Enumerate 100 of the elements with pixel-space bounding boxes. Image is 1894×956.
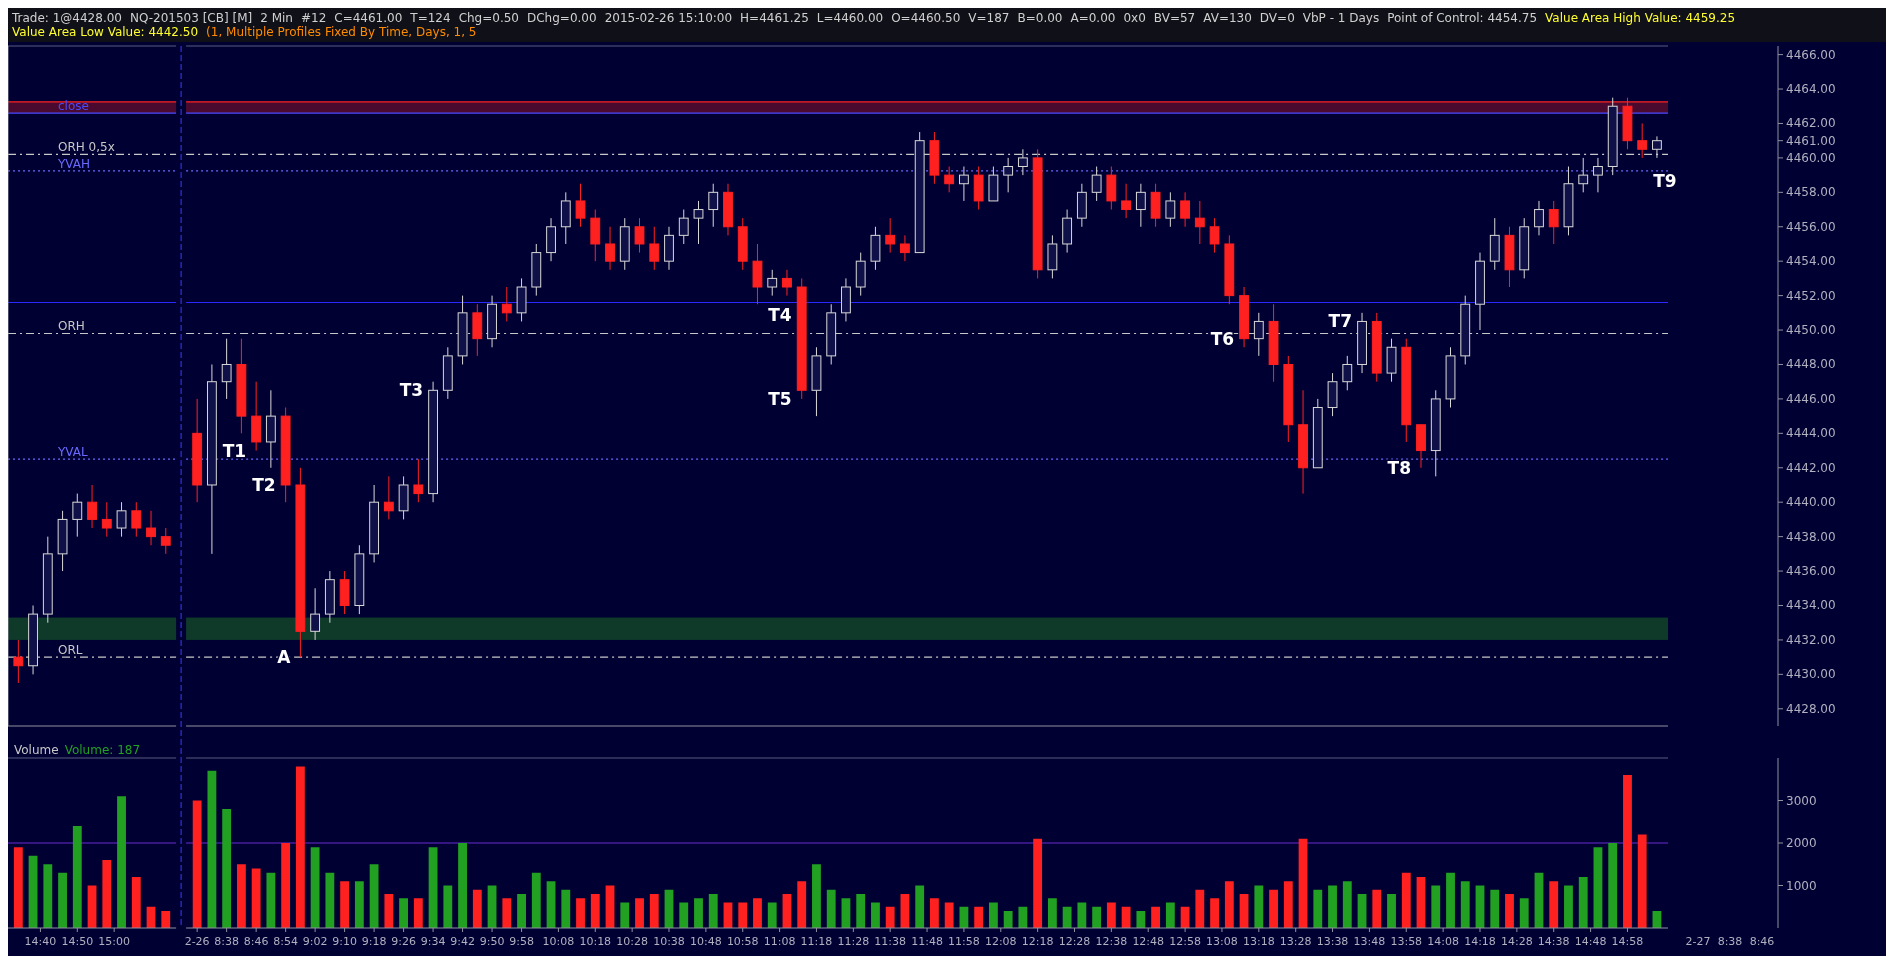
x-tick-label: 12:58	[1169, 935, 1201, 948]
x-tick-label: 9:02	[302, 935, 328, 948]
text: (1, Multiple Profiles Fixed By Time, Days, 1, 5	[206, 25, 477, 39]
x-tick-label: 10:08	[542, 935, 575, 948]
ref-line-label: ORL	[58, 643, 83, 658]
y-tick-label: 4444.00	[1786, 426, 1836, 441]
annotation: T1	[222, 440, 247, 461]
x-tick-label: 8:54	[273, 935, 298, 948]
y-tick-label: 3000	[1786, 793, 1817, 808]
y-tick-label: 2000	[1786, 836, 1817, 850]
y-tick-label: 4442.00	[1786, 460, 1836, 475]
x-tick-label: 11:38	[874, 935, 907, 948]
x-tick-label: 11:28	[837, 935, 870, 948]
x-tick-label: 11:08	[763, 935, 796, 948]
annotation: T7	[1328, 311, 1353, 332]
y-tick-label: 4452.00	[1786, 288, 1836, 303]
x-tick-label: 10:28	[616, 935, 648, 948]
ref-line-label: YVAH	[57, 156, 91, 171]
x-tick-label: 13:58	[1390, 935, 1423, 948]
x-tick-label: 12:08	[984, 935, 1017, 948]
annotation: T8	[1387, 457, 1412, 478]
x-tick-label: 10:48	[690, 935, 722, 948]
x-tick-label: 9:10	[332, 935, 357, 948]
x-tick-label: 13:18	[1242, 935, 1275, 948]
x-tick-label: 9:42	[450, 935, 475, 948]
chart-title: Volume	[14, 743, 59, 757]
x-tick-label: 9:58	[509, 935, 534, 948]
x-tick-label: 2-26	[184, 935, 210, 948]
text: T=124	[410, 11, 451, 25]
y-tick-label: 4461.00	[1786, 133, 1836, 148]
text: Trade: 1@4428.00	[12, 11, 122, 25]
y-tick-label: 4454.00	[1786, 254, 1836, 269]
text: AV=130	[1203, 11, 1252, 25]
ref-line-label: ORH	[58, 319, 85, 334]
annotation: T2	[252, 474, 276, 495]
x-tick-label: 14:58	[1611, 935, 1644, 948]
annotation: T5	[768, 388, 792, 409]
text: Point of Control: 4454.75	[1387, 11, 1538, 25]
text: 2-27	[1685, 935, 1711, 948]
x-tick-label: 11:18	[800, 935, 833, 948]
ref-line-label: YVAL	[57, 445, 88, 460]
x-tick-label: 14:38	[1537, 935, 1570, 948]
text: L=4460.00	[816, 11, 884, 25]
y-tick-label: 4462.00	[1786, 116, 1836, 131]
x-tick-label: 8:46	[243, 935, 269, 948]
x-tick-label: 14:40	[24, 935, 57, 948]
text: O=4460.50	[891, 11, 961, 25]
annotation: T4	[768, 305, 792, 326]
x-tick-label: 10:18	[579, 935, 612, 948]
y-tick-label: 4430.00	[1786, 667, 1836, 682]
x-tick-label: 14:48	[1574, 935, 1607, 948]
y-tick-label: 4432.00	[1786, 632, 1836, 647]
x-tick-label: 13:08	[1206, 935, 1238, 948]
x-tick-label: 12:38	[1095, 935, 1128, 948]
x-tick-label: 15:00	[98, 935, 131, 948]
y-tick-label: 4448.00	[1786, 357, 1836, 372]
text: 2 Min	[260, 11, 293, 25]
text: BV=57	[1153, 11, 1196, 25]
x-tick-label: 14:08	[1427, 935, 1459, 948]
x-tick-label: 9:18	[361, 935, 387, 948]
text: 2015-02-26 15:10:00	[604, 11, 733, 25]
text: NQ-201503 [CB] [M]	[129, 11, 253, 25]
y-tick-label: 4440.00	[1786, 495, 1836, 510]
text: Value Area Low Value: 4442.50	[12, 25, 199, 39]
x-tick-label: 9:50	[479, 935, 505, 948]
text: Volume: 187	[64, 743, 141, 757]
x-tick-label: 8:38	[214, 935, 239, 948]
y-tick-label: 4434.00	[1786, 598, 1836, 613]
text: H=4461.25	[740, 11, 809, 25]
text: A=0.00	[1070, 11, 1116, 25]
y-tick-label: 4458.00	[1786, 185, 1836, 200]
y-tick-label: 4450.00	[1786, 323, 1836, 338]
x-tick-label: 11:48	[911, 935, 943, 948]
text: Value Area High Value: 4459.25	[1545, 11, 1736, 25]
y-tick-label: 4464.00	[1786, 82, 1836, 97]
annotation: T9	[1653, 170, 1677, 191]
x-tick-label: 14:50	[61, 935, 94, 948]
ref-line-label: ORH 0,5x	[58, 140, 115, 155]
x-tick-label: 12:28	[1058, 935, 1091, 948]
y-tick-label: 4436.00	[1786, 564, 1836, 579]
x-tick-label: 10:38	[653, 935, 685, 948]
x-tick-label: 14:28	[1501, 935, 1533, 948]
x-tick-label: 13:28	[1279, 935, 1312, 948]
annotation: T3	[399, 380, 424, 401]
text: VbP - 1 Days	[1302, 11, 1380, 25]
x-tick-label: 10:58	[726, 935, 759, 948]
y-tick-label: 4460.00	[1786, 150, 1836, 165]
x-tick-label: 9:34	[420, 935, 446, 948]
y-tick-label: 1000	[1786, 878, 1817, 893]
annotation: T6	[1210, 328, 1235, 349]
y-tick-label: 4466.00	[1786, 47, 1836, 62]
x-tick-label: 14:18	[1464, 935, 1496, 948]
x-tick-label: 12:48	[1132, 935, 1165, 948]
x-tick-label: 12:18	[1021, 935, 1054, 948]
text: B=0.00	[1017, 11, 1063, 25]
text: V=187	[968, 11, 1010, 25]
x-tick-label: 13:48	[1353, 935, 1386, 948]
x-tick-label: 13:38	[1316, 935, 1349, 948]
text: 0x0	[1123, 11, 1146, 25]
text: DChg=0.00	[527, 11, 597, 25]
